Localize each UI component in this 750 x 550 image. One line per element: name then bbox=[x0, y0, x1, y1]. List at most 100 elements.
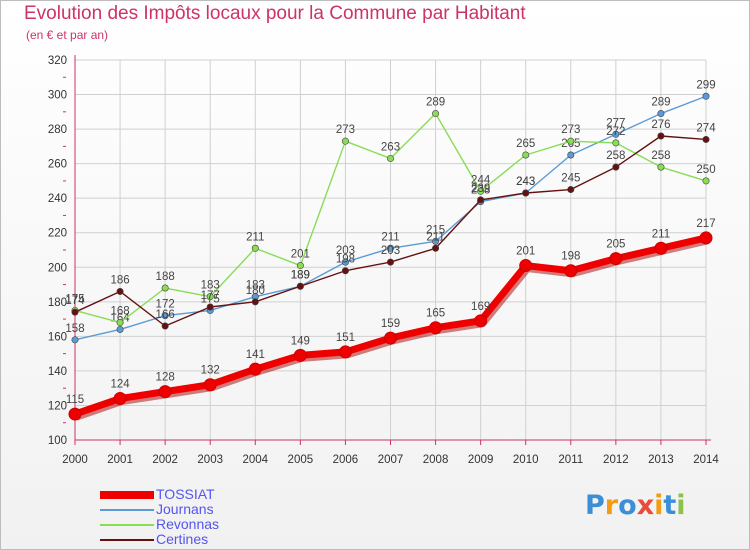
data-label: 175 bbox=[65, 293, 84, 305]
data-point bbox=[386, 258, 394, 266]
data-point bbox=[341, 137, 349, 145]
x-tick-label: 2003 bbox=[197, 454, 223, 466]
data-label: 201 bbox=[291, 249, 310, 261]
data-point bbox=[251, 244, 259, 252]
data-point bbox=[654, 241, 668, 255]
series-journans: 1581641721751831892032112152382432652772… bbox=[65, 79, 716, 344]
data-point bbox=[386, 154, 394, 162]
data-label: 165 bbox=[426, 308, 445, 320]
legend-label: Journans bbox=[156, 501, 214, 517]
data-label: 277 bbox=[606, 117, 625, 129]
data-point bbox=[519, 259, 533, 273]
data-point bbox=[248, 362, 262, 376]
data-point bbox=[432, 244, 440, 252]
data-label: 168 bbox=[110, 306, 129, 318]
data-label: 124 bbox=[110, 379, 130, 391]
legend-label: TOSSIAT bbox=[156, 486, 215, 502]
data-label: 273 bbox=[561, 124, 580, 136]
data-label: 172 bbox=[156, 299, 175, 311]
data-point bbox=[702, 92, 710, 100]
y-tick-label: 100 bbox=[48, 435, 67, 447]
x-tick-label: 2005 bbox=[288, 454, 314, 466]
logo-letter: o bbox=[618, 490, 637, 521]
x-tick-label: 2008 bbox=[423, 454, 449, 466]
data-label: 158 bbox=[65, 323, 84, 335]
data-label: 289 bbox=[426, 97, 445, 109]
data-label: 272 bbox=[606, 126, 625, 138]
data-label: 243 bbox=[516, 176, 535, 188]
y-tick-label: 220 bbox=[48, 228, 67, 240]
logo-letter: r bbox=[604, 490, 619, 521]
x-tick-label: 2006 bbox=[333, 454, 359, 466]
data-point bbox=[612, 130, 620, 138]
x-tick-label: 2010 bbox=[513, 454, 539, 466]
legend-label: Certines bbox=[156, 531, 209, 547]
data-label: 273 bbox=[336, 124, 355, 136]
data-point bbox=[296, 282, 304, 290]
x-tick-label: 2001 bbox=[107, 454, 133, 466]
data-point bbox=[522, 189, 530, 197]
data-point bbox=[657, 163, 665, 171]
data-label: 189 bbox=[291, 269, 310, 281]
legend-swatch bbox=[100, 491, 154, 499]
x-tick-label: 2000 bbox=[62, 454, 88, 466]
data-point bbox=[657, 110, 665, 118]
data-point bbox=[702, 135, 710, 143]
x-tick-label: 2002 bbox=[152, 454, 178, 466]
data-point bbox=[296, 262, 304, 270]
data-label: 180 bbox=[246, 285, 265, 297]
chart-subtitle: (en € et par an) bbox=[26, 28, 109, 42]
data-label: 258 bbox=[651, 150, 670, 162]
data-label: 239 bbox=[471, 183, 490, 195]
data-point bbox=[341, 267, 349, 275]
data-point bbox=[251, 298, 259, 306]
data-point bbox=[71, 308, 79, 316]
data-point bbox=[116, 287, 124, 295]
data-label: 166 bbox=[156, 309, 175, 321]
data-label: 183 bbox=[246, 280, 265, 292]
data-label: 203 bbox=[381, 245, 400, 257]
y-tick-label: 280 bbox=[48, 124, 67, 136]
data-point bbox=[293, 348, 307, 362]
logo-letter: t bbox=[663, 490, 677, 521]
data-point bbox=[386, 244, 394, 252]
data-label: 299 bbox=[696, 79, 715, 91]
data-label: 217 bbox=[696, 218, 715, 230]
legend-label: Revonnas bbox=[156, 516, 220, 532]
data-point bbox=[612, 139, 620, 147]
data-label: 276 bbox=[651, 119, 670, 131]
data-label: 177 bbox=[201, 290, 220, 302]
data-point bbox=[158, 385, 172, 399]
data-point bbox=[113, 392, 127, 406]
data-point bbox=[68, 407, 82, 421]
data-point bbox=[341, 258, 349, 266]
chart-title: Evolution des Impôts locaux pour la Comm… bbox=[24, 3, 526, 24]
data-label: 265 bbox=[516, 138, 535, 150]
series-tossiat: 115 124 128 132 141 149 151 159 165 169 201 198 205 2… bbox=[66, 218, 716, 421]
data-point bbox=[657, 132, 665, 140]
x-tick-label: 2007 bbox=[378, 454, 404, 466]
y-tick-label: 160 bbox=[48, 331, 67, 343]
y-tick-label: 240 bbox=[48, 193, 67, 205]
data-label: 211 bbox=[246, 231, 264, 243]
data-label: 128 bbox=[156, 372, 175, 384]
data-point bbox=[477, 196, 485, 204]
data-label: 203 bbox=[336, 245, 355, 257]
logo-letter: i bbox=[676, 490, 686, 521]
data-point bbox=[338, 345, 352, 359]
data-label: 174 bbox=[65, 295, 85, 307]
data-point bbox=[564, 264, 578, 278]
y-tick-label: 120 bbox=[48, 400, 67, 412]
data-label: 211 bbox=[652, 228, 670, 240]
data-label: 244 bbox=[471, 174, 491, 186]
legend-swatch bbox=[100, 539, 154, 541]
y-tick-label: 260 bbox=[48, 159, 67, 171]
data-point bbox=[567, 137, 575, 145]
data-point bbox=[203, 378, 217, 392]
data-label: 201 bbox=[516, 246, 535, 258]
logo-letter: P bbox=[585, 490, 605, 521]
data-label: 258 bbox=[606, 150, 625, 162]
